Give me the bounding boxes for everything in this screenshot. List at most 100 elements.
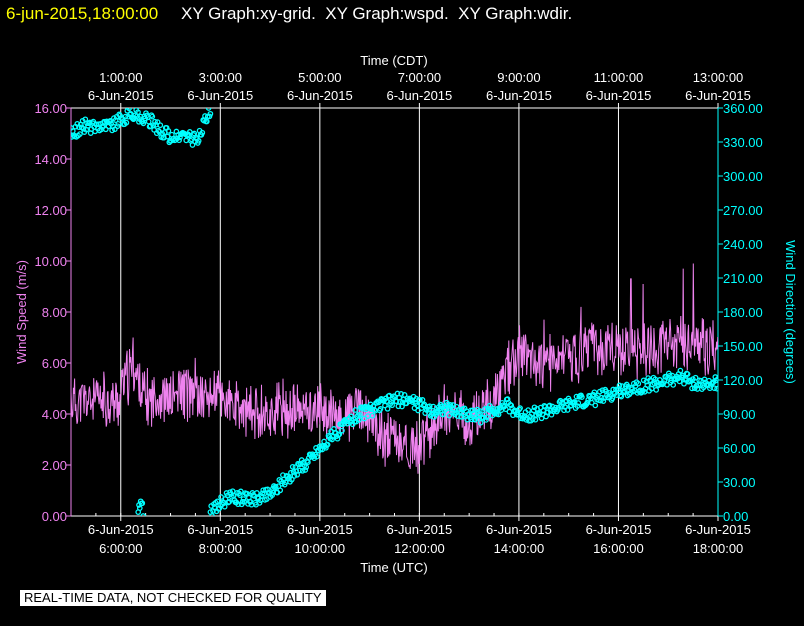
wind-direction-point (256, 500, 263, 506)
wind-direction-point (356, 416, 362, 423)
wind-direction-point (609, 395, 616, 402)
chart-plot-layer: 6-Jun-2015 6:00:00 6-Jun-2015 8:00:00 6-Jun-… (34, 70, 762, 556)
bottom-tick-label-date: 6-Jun-2015 (685, 522, 751, 537)
wind-direction-point (295, 460, 301, 467)
wind-direction-point (508, 402, 515, 409)
wind-direction-point (207, 110, 214, 117)
wind-direction-point (149, 113, 156, 120)
wind-direction-point (677, 367, 684, 374)
bottom-tick-label-date: 6-Jun-2015 (287, 522, 353, 537)
left-tick-label: 14.00 (34, 152, 67, 167)
wind-direction-point (564, 407, 571, 413)
left-tick-label: 12.00 (34, 203, 67, 218)
left-axis-title: Wind Speed (m/s) (14, 260, 29, 364)
wind-direction-point (195, 137, 202, 144)
right-tick-label: 300.00 (723, 169, 763, 184)
wind-direction-point (495, 411, 502, 418)
wind-direction-point (592, 402, 599, 409)
wind-direction-point (375, 399, 382, 406)
wind-direction-point (426, 403, 433, 410)
left-tick-label: 4.00 (42, 407, 67, 422)
wind-direction-point (140, 513, 147, 516)
wind-direction-point (336, 431, 343, 438)
wind-direction-point (289, 463, 296, 470)
wind-direction-point (579, 394, 585, 400)
wind-direction-point (546, 402, 553, 409)
left-tick-label: 6.00 (42, 356, 67, 371)
wind-direction-point (297, 467, 303, 474)
wind-direction-point (600, 398, 607, 404)
wind-direction-point (670, 382, 677, 388)
wind-direction-point (352, 407, 359, 413)
wind-direction-point (147, 123, 154, 129)
wind-direction-point (438, 403, 445, 410)
wind-direction-point (561, 407, 567, 414)
bottom-tick-label-date: 6-Jun-2015 (586, 522, 652, 537)
wind-direction-point (269, 492, 275, 499)
wind-direction-point (277, 487, 284, 494)
quality-disclaimer: REAL-TIME DATA, NOT CHECKED FOR QUALITY (20, 590, 326, 606)
wind-direction-point (515, 412, 522, 418)
top-tick-label-date: 6-Jun-2015 (287, 88, 353, 103)
right-tick-label: 60.00 (723, 441, 756, 456)
wind-direction-point (206, 113, 213, 120)
wind-direction-point (711, 385, 718, 392)
wind-direction-point (393, 398, 400, 405)
wind-direction-point (622, 388, 628, 395)
right-tick-label: 150.00 (723, 339, 763, 354)
wind-direction-point (692, 374, 699, 381)
top-tick-label-date: 6-Jun-2015 (685, 88, 751, 103)
wind-direction-point (291, 473, 298, 479)
wind-direction-point (226, 498, 233, 505)
wind-direction-point (370, 403, 377, 410)
top-axis-title: Time (CDT) (360, 53, 427, 68)
bottom-tick-label-time: 16:00:00 (593, 541, 644, 556)
wind-direction-point (189, 142, 196, 148)
wind-direction-point (504, 396, 511, 402)
bottom-tick-label-time: 10:00:00 (295, 541, 346, 556)
wind-direction-point (517, 405, 523, 411)
plot-area (71, 108, 718, 516)
wind-direction-point (588, 399, 595, 406)
top-tick-label-date: 6-Jun-2015 (386, 88, 452, 103)
wind-direction-point (597, 397, 604, 404)
left-tick-label: 16.00 (34, 101, 67, 116)
wind-direction-point (666, 372, 673, 379)
wind-direction-point (205, 108, 212, 111)
wind-direction-point (616, 382, 623, 389)
bottom-tick-label-time: 18:00:00 (693, 541, 744, 556)
wind-direction-point (357, 411, 363, 418)
right-tick-label: 270.00 (723, 203, 763, 218)
top-tick-label-time: 3:00:00 (199, 70, 242, 85)
bottom-tick-label-date: 6-Jun-2015 (187, 522, 253, 537)
wind-direction-point (575, 400, 582, 406)
wind-direction-point (377, 406, 384, 412)
wind-direction-point (237, 488, 244, 495)
top-tick-label-time: 1:00:00 (99, 70, 142, 85)
wind-direction-point (209, 513, 215, 516)
header-graph-titles: XY Graph:xy-grid. XY Graph:wspd. XY Grap… (181, 4, 572, 23)
wind-direction-point (484, 414, 490, 420)
wind-direction-point (684, 371, 691, 377)
right-tick-label: 240.00 (723, 237, 763, 252)
wind-direction-point (288, 469, 294, 476)
wind-direction-point (140, 120, 147, 127)
bottom-tick-label-time: 14:00:00 (494, 541, 545, 556)
wind-direction-point (425, 406, 432, 413)
wind-direction-point (369, 412, 376, 419)
wind-direction-point (468, 416, 475, 423)
wind-direction-point (199, 129, 206, 136)
top-tick-label-time: 13:00:00 (693, 70, 744, 85)
wind-direction-point (299, 467, 306, 474)
bottom-tick-label-time: 6:00:00 (99, 541, 142, 556)
wind-direction-point (391, 393, 397, 400)
right-tick-label: 30.00 (723, 475, 756, 490)
wind-direction-point (176, 137, 182, 144)
right-tick-label: 180.00 (723, 305, 763, 320)
wind-direction-point (446, 412, 453, 419)
wind-direction-point (715, 376, 718, 382)
wind-direction-point (272, 483, 279, 490)
wind-direction-point (164, 133, 171, 140)
